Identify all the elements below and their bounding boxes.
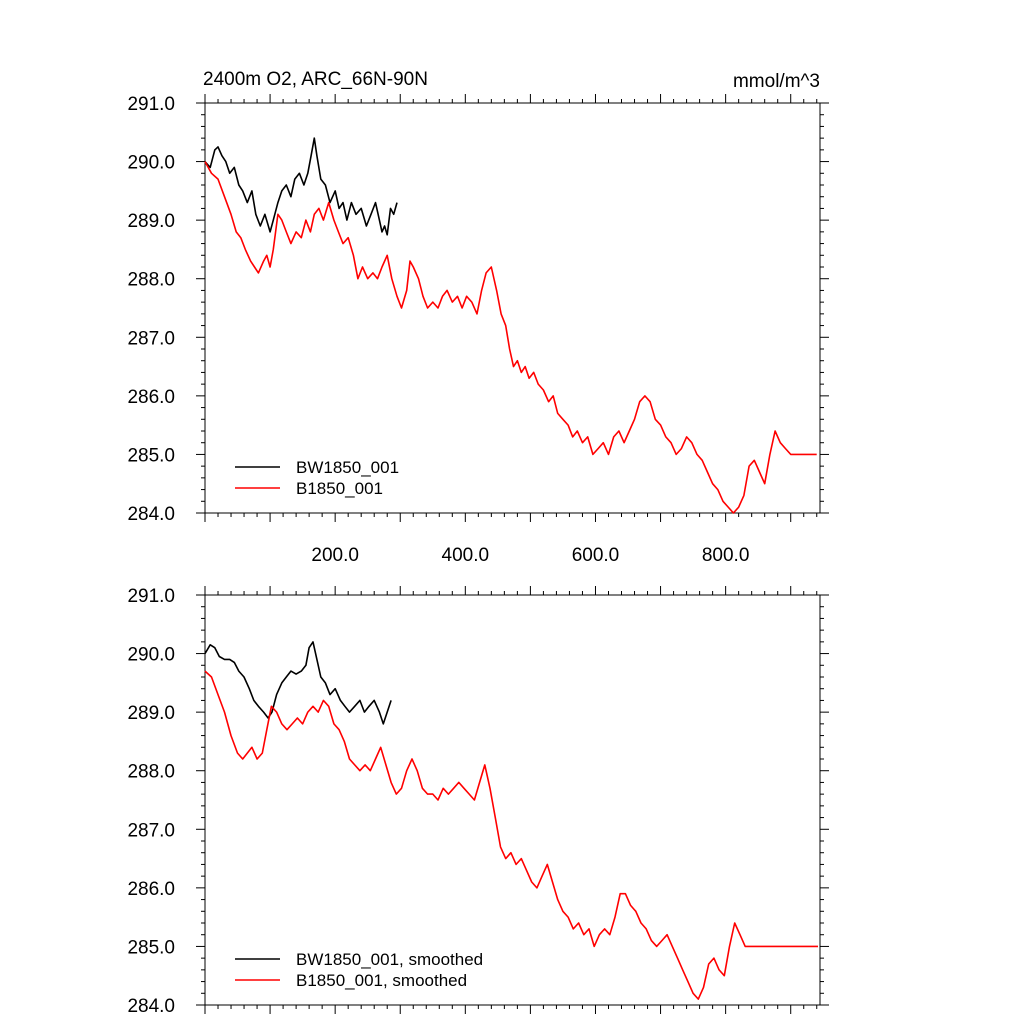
y-tick-label: 288.0: [127, 762, 175, 783]
legend: BW1850_001 B1850_001: [235, 458, 399, 498]
y-tick-label: 291.0: [127, 586, 175, 607]
y-tick-label: 290.0: [127, 153, 175, 174]
series-lines: [204, 137, 817, 514]
legend-label: BW1850_001, smoothed: [296, 950, 483, 969]
y-tick-label: 289.0: [127, 211, 175, 232]
y-tick-label: 290.0: [127, 645, 175, 666]
y-tick-label: 286.0: [127, 387, 175, 408]
y-tick-label: 288.0: [127, 270, 175, 291]
panel-title: 2400m O2, ARC_66N-90N: [203, 69, 428, 90]
top-panel: 2400m O2, ARC_66N-90N mmol/m^3 284.0 285.…: [127, 69, 829, 566]
y-tick-label: 284.0: [127, 996, 175, 1017]
plot-frame: [204, 102, 821, 514]
x-tick-label: 400.0: [442, 545, 490, 566]
x-tick-label: 800.0: [702, 545, 750, 566]
y-tick-label: 289.0: [127, 703, 175, 724]
axis-ticks: 284.0 285.0 286.0 287.0 288.0 289.0 290.0 291.0…: [127, 94, 829, 566]
series-line: [204, 641, 392, 725]
plot-frame: [204, 594, 821, 1006]
units-label: mmol/m^3: [733, 71, 820, 92]
y-tick-label: 287.0: [127, 820, 175, 841]
y-tick-label: 284.0: [127, 504, 175, 525]
y-tick-label: 286.0: [127, 879, 175, 900]
bottom-panel: 284.0 285.0 286.0 287.0 288.0 289.0 290.0 291.0…: [127, 586, 829, 1017]
series-line: [204, 161, 817, 514]
y-tick-label: 285.0: [127, 445, 175, 466]
legend: BW1850_001, smoothed B1850_001, smoothed: [235, 950, 483, 990]
series-line: [204, 670, 818, 1000]
y-tick-label: 287.0: [127, 328, 175, 349]
legend-label: B1850_001, smoothed: [296, 971, 467, 990]
axis-ticks: 284.0 285.0 286.0 287.0 288.0 289.0 290.0 291.0: [127, 586, 829, 1017]
series-lines: [204, 641, 818, 1000]
x-tick-label: 200.0: [311, 545, 359, 566]
y-tick-label: 291.0: [127, 94, 175, 115]
series-line: [204, 137, 398, 236]
y-tick-label: 285.0: [127, 937, 175, 958]
x-tick-label: 600.0: [572, 545, 620, 566]
legend-label: B1850_001: [296, 479, 383, 498]
legend-label: BW1850_001: [296, 458, 399, 477]
